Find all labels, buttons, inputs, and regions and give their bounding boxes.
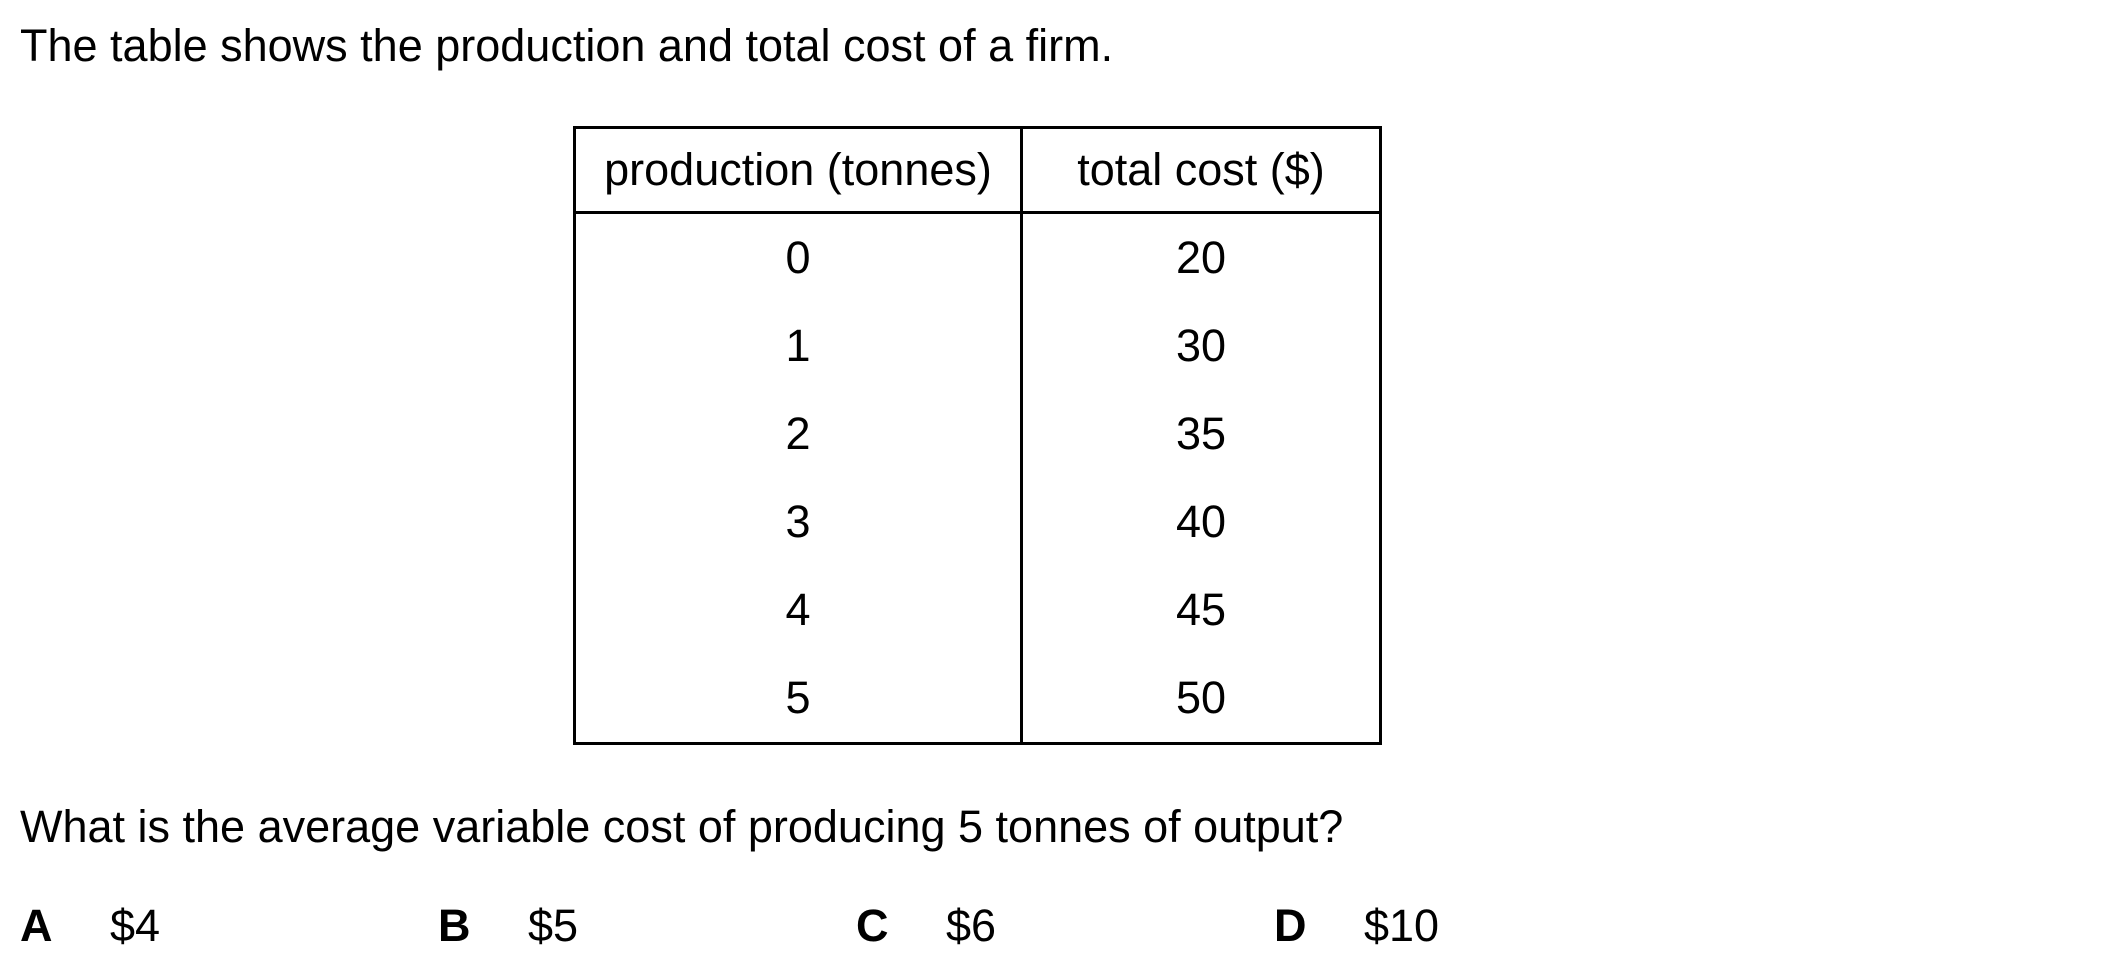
option-letter: D [1274, 900, 1307, 951]
column-header-total-cost: total cost ($) [1021, 127, 1381, 214]
production-cost-table: production (tonnes) total cost ($) 0 2 0 … [573, 126, 1382, 745]
total-cost-cell: 30 [1175, 320, 1227, 371]
production-cell: 5 [574, 654, 1023, 744]
table-row: 4 45 [574, 566, 1381, 654]
total-cost-cell: 45 [1175, 584, 1227, 635]
question-prompt: What is the average variable cost of pro… [20, 801, 1344, 852]
table-row: 3 40 [574, 478, 1381, 566]
table-row: 0 20 [574, 212, 1381, 302]
option-a[interactable]: A $4 [20, 898, 160, 954]
option-b[interactable]: B $5 [438, 898, 578, 954]
option-c[interactable]: C $6 [856, 898, 996, 954]
table-header-row: production (tonnes) total cost ($) [574, 127, 1381, 214]
option-letter: C [856, 900, 889, 951]
production-cell: 0 [574, 212, 1023, 302]
total-cost-cell: 50 [1175, 672, 1227, 723]
option-value: $6 [946, 900, 997, 951]
total-cost-cell: 20 [1175, 232, 1227, 283]
option-d[interactable]: D $10 [1274, 898, 1439, 954]
option-letter: B [438, 900, 471, 951]
option-value: $4 [110, 900, 161, 951]
option-value: $10 [1364, 900, 1440, 951]
option-value: $5 [528, 900, 579, 951]
total-cost-cell: 35 [1175, 408, 1227, 459]
production-cell: 4 [574, 566, 1023, 654]
production-cell: 1 [574, 302, 1023, 390]
table-row: 1 30 [574, 302, 1381, 390]
answer-options: A $4 B $5 C $6 D $10 [20, 898, 2080, 954]
table-row: 2 35 [574, 390, 1381, 478]
total-cost-cell: 40 [1175, 496, 1227, 547]
column-header-production: production (tonnes) [574, 127, 1023, 214]
option-letter: A [20, 900, 53, 951]
production-cell: 2 [574, 390, 1023, 478]
production-cell: 3 [574, 478, 1023, 566]
question-intro: The table shows the production and total… [20, 20, 1114, 71]
table-row: 5 50 [574, 654, 1381, 744]
